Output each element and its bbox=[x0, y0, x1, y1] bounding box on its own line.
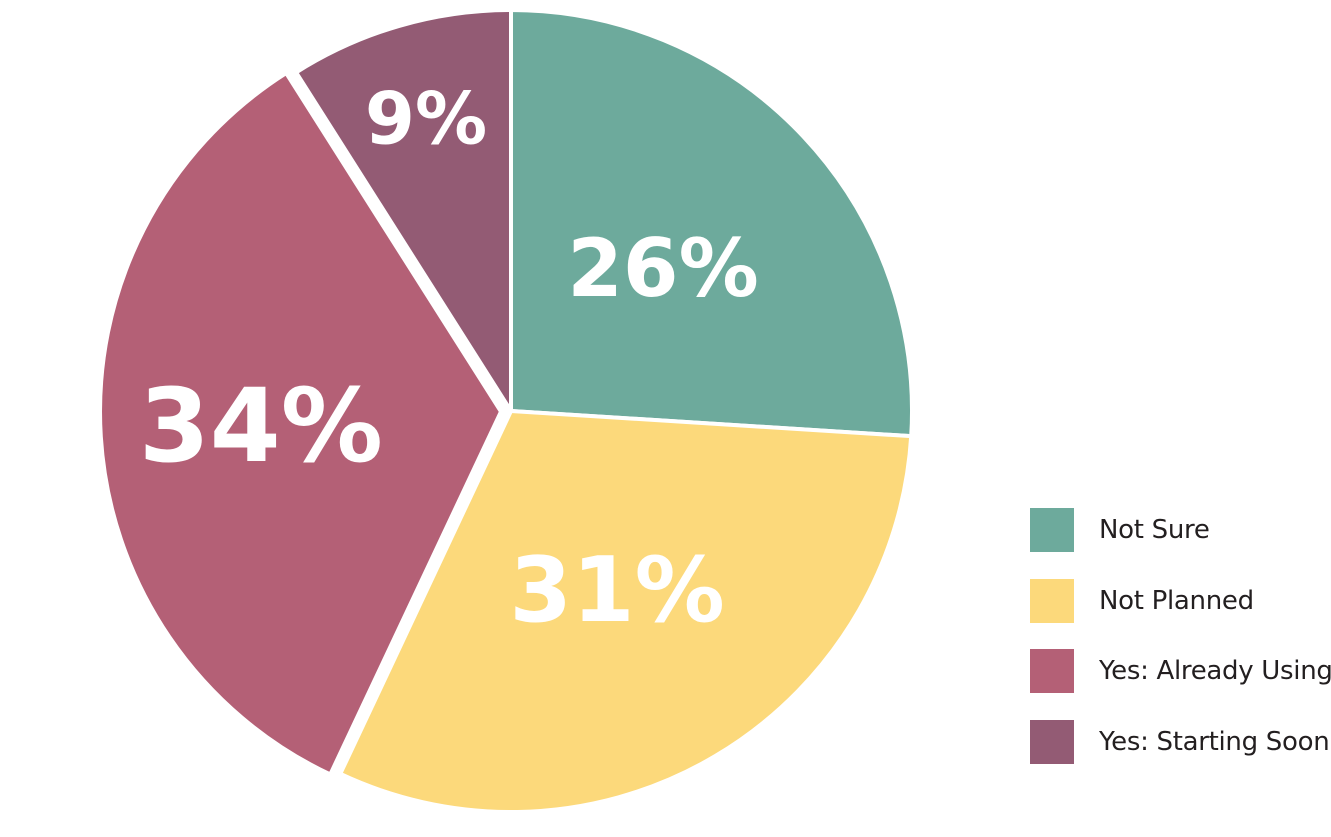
pie-slice-yes-already-using bbox=[98, 71, 504, 777]
legend-swatch bbox=[1030, 578, 1074, 623]
legend-label: Yes: Already Using bbox=[1099, 656, 1331, 686]
legend-item-yes-already-using: Yes: Already Using bbox=[1030, 649, 1331, 693]
slice-label-not-sure: 26% bbox=[567, 222, 758, 315]
pie-slice-yes-starting-soon bbox=[294, 8, 513, 413]
legend-label: Yes: Starting Soon bbox=[1099, 726, 1330, 757]
legend-item-not-sure: Not Sure bbox=[1030, 508, 1330, 552]
pie-slice-not-planned bbox=[338, 409, 914, 814]
legend-swatch bbox=[1030, 508, 1074, 552]
legend-swatch bbox=[1030, 649, 1074, 693]
legend-label: Not Planned bbox=[1099, 585, 1254, 616]
legend: Not Sure Not Planned Yes: Already Using Yes… bbox=[1030, 508, 1331, 790]
slice-label-yes-already-using: 34% bbox=[139, 367, 383, 486]
slice-label-yes-starting-soon: 9% bbox=[365, 76, 487, 160]
slice-label-not-planned: 31% bbox=[509, 538, 724, 643]
legend-label: Not Sure bbox=[1099, 515, 1210, 545]
pie-slice-not-sure bbox=[509, 8, 914, 439]
legend-swatch bbox=[1030, 719, 1074, 764]
legend-item-yes-starting-soon: Yes: Starting Soon bbox=[1030, 719, 1330, 764]
legend-item-not-planned: Not Planned bbox=[1030, 578, 1330, 623]
